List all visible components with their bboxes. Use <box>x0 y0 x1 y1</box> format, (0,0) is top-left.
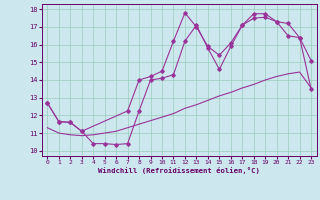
X-axis label: Windchill (Refroidissement éolien,°C): Windchill (Refroidissement éolien,°C) <box>98 167 260 174</box>
